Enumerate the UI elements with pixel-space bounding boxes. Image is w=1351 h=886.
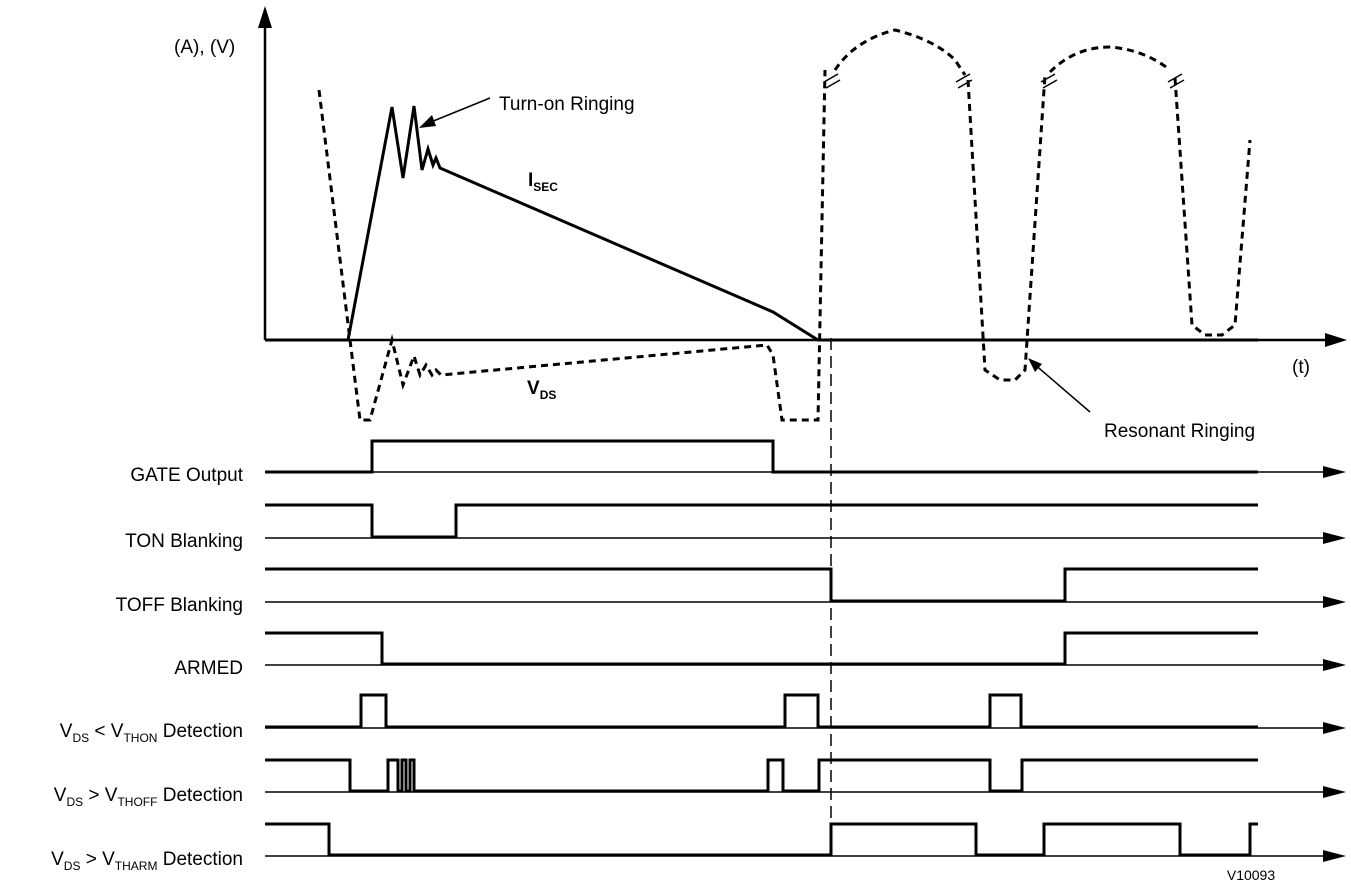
waveform-break-marks (823, 73, 1185, 89)
x-axis-label: (t) (1292, 357, 1310, 378)
gate-output-wave (265, 439, 1258, 474)
vds-gt-vthoff-label: VDS > VTHOFF Detection (54, 785, 243, 809)
vds-waveform (317, 28, 1252, 422)
turn-on-ringing-label: Turn-on Ringing (499, 94, 635, 115)
isec-waveform (265, 105, 1258, 342)
vds-gt-vthoff-wave (265, 758, 1258, 793)
resonant-ringing-arrow (1032, 362, 1091, 413)
y-axis-label: (A), (V) (174, 37, 235, 58)
turn-on-ringing-annotation: Turn-on Ringing (419, 94, 635, 128)
armed-wave (265, 631, 1258, 666)
resonant-ringing-label: Resonant Ringing (1104, 421, 1255, 442)
resonant-ringing-arrowhead (1028, 358, 1042, 372)
y-axis-arrow (258, 6, 272, 28)
vds-lt-vthon-label: VDS < VTHON Detection (60, 721, 243, 745)
ton-blanking-wave (265, 503, 1258, 539)
main-axes (258, 6, 1347, 347)
x-axis-arrow (1325, 333, 1347, 347)
turn-on-ringing-arrow (425, 97, 491, 125)
vds-gt-vtharm-label: VDS > VTHARM Detection (51, 849, 243, 873)
toff-blanking-label: TOFF Blanking (116, 595, 243, 616)
vds-label: VDS (527, 378, 556, 402)
isec-label: ISEC (528, 170, 558, 194)
figure-id: V10093 (1227, 867, 1275, 883)
ton-blanking-label: TON Blanking (125, 531, 243, 552)
resonant-ringing-annotation: Resonant Ringing (1028, 358, 1255, 442)
vds-gt-vtharm-wave (265, 822, 1258, 857)
vds-lt-vthon-wave (265, 693, 1258, 729)
gate-output-label: GATE Output (130, 465, 243, 486)
turn-on-ringing-arrowhead (419, 115, 436, 128)
toff-blanking-wave (265, 567, 1258, 603)
armed-label: ARMED (174, 658, 243, 679)
